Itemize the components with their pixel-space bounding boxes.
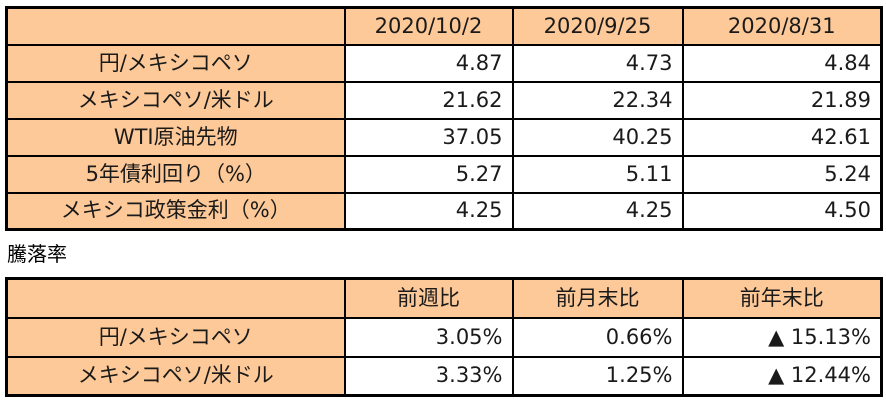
value-cell: 5.27 [343,154,514,194]
change-table-header-row: 前週比 前月末比 前年末比 [5,277,883,319]
value-cell: 4.50 [681,191,883,231]
value-cell: 4.25 [511,191,684,231]
value-cell: ▲ 15.13% [681,316,883,358]
row-label-cell: 円/メキシコペソ [5,316,346,358]
row-label-cell: メキシコペソ/米ドル [5,80,346,120]
column-header-cell: 前年末比 [681,277,883,319]
table-row: メキシコ政策金利（%） 4.25 4.25 4.50 [5,191,883,231]
corner-cell [5,277,346,319]
value-cell: 3.33% [343,355,514,397]
row-label-cell: メキシコ政策金利（%） [5,191,346,231]
date-header-cell: 2020/8/31 [681,6,883,46]
value-cell: 37.05 [343,117,514,157]
row-label-cell: WTI原油先物 [5,117,346,157]
value-cell: 5.11 [511,154,684,194]
value-cell: 42.61 [681,117,883,157]
price-table-header-row: 2020/10/2 2020/9/25 2020/8/31 [5,6,883,46]
column-header-cell: 前週比 [343,277,514,319]
row-label-cell: 円/メキシコペソ [5,43,346,83]
column-header-cell: 前月末比 [511,277,684,319]
table-row: 円/メキシコペソ 4.87 4.73 4.84 [5,43,883,83]
value-cell: 0.66% [511,316,684,358]
date-header-cell: 2020/9/25 [511,6,684,46]
value-cell: 3.05% [343,316,514,358]
value-cell: 1.25% [511,355,684,397]
value-cell: 21.62 [343,80,514,120]
change-rate-table: 前週比 前月末比 前年末比 円/メキシコペソ 3.05% 0.66% ▲ 15.… [5,277,883,397]
value-cell: 4.25 [343,191,514,231]
value-cell: 40.25 [511,117,684,157]
value-cell: ▲ 12.44% [681,355,883,397]
table-row: 5年債利回り（%） 5.27 5.11 5.24 [5,154,883,194]
date-header-cell: 2020/10/2 [343,6,514,46]
value-cell: 4.87 [343,43,514,83]
table-row: メキシコペソ/米ドル 21.62 22.34 21.89 [5,80,883,120]
value-cell: 4.73 [511,43,684,83]
value-cell: 22.34 [511,80,684,120]
table-row: メキシコペソ/米ドル 3.33% 1.25% ▲ 12.44% [5,355,883,397]
corner-cell [5,6,346,46]
row-label-cell: 5年債利回り（%） [5,154,346,194]
table-row: 円/メキシコペソ 3.05% 0.66% ▲ 15.13% [5,316,883,358]
section-title: 騰落率 [7,242,67,266]
price-table: 2020/10/2 2020/9/25 2020/8/31 円/メキシコペソ 4… [5,6,883,231]
row-label-cell: メキシコペソ/米ドル [5,355,346,397]
value-cell: 4.84 [681,43,883,83]
value-cell: 21.89 [681,80,883,120]
table-row: WTI原油先物 37.05 40.25 42.61 [5,117,883,157]
value-cell: 5.24 [681,154,883,194]
